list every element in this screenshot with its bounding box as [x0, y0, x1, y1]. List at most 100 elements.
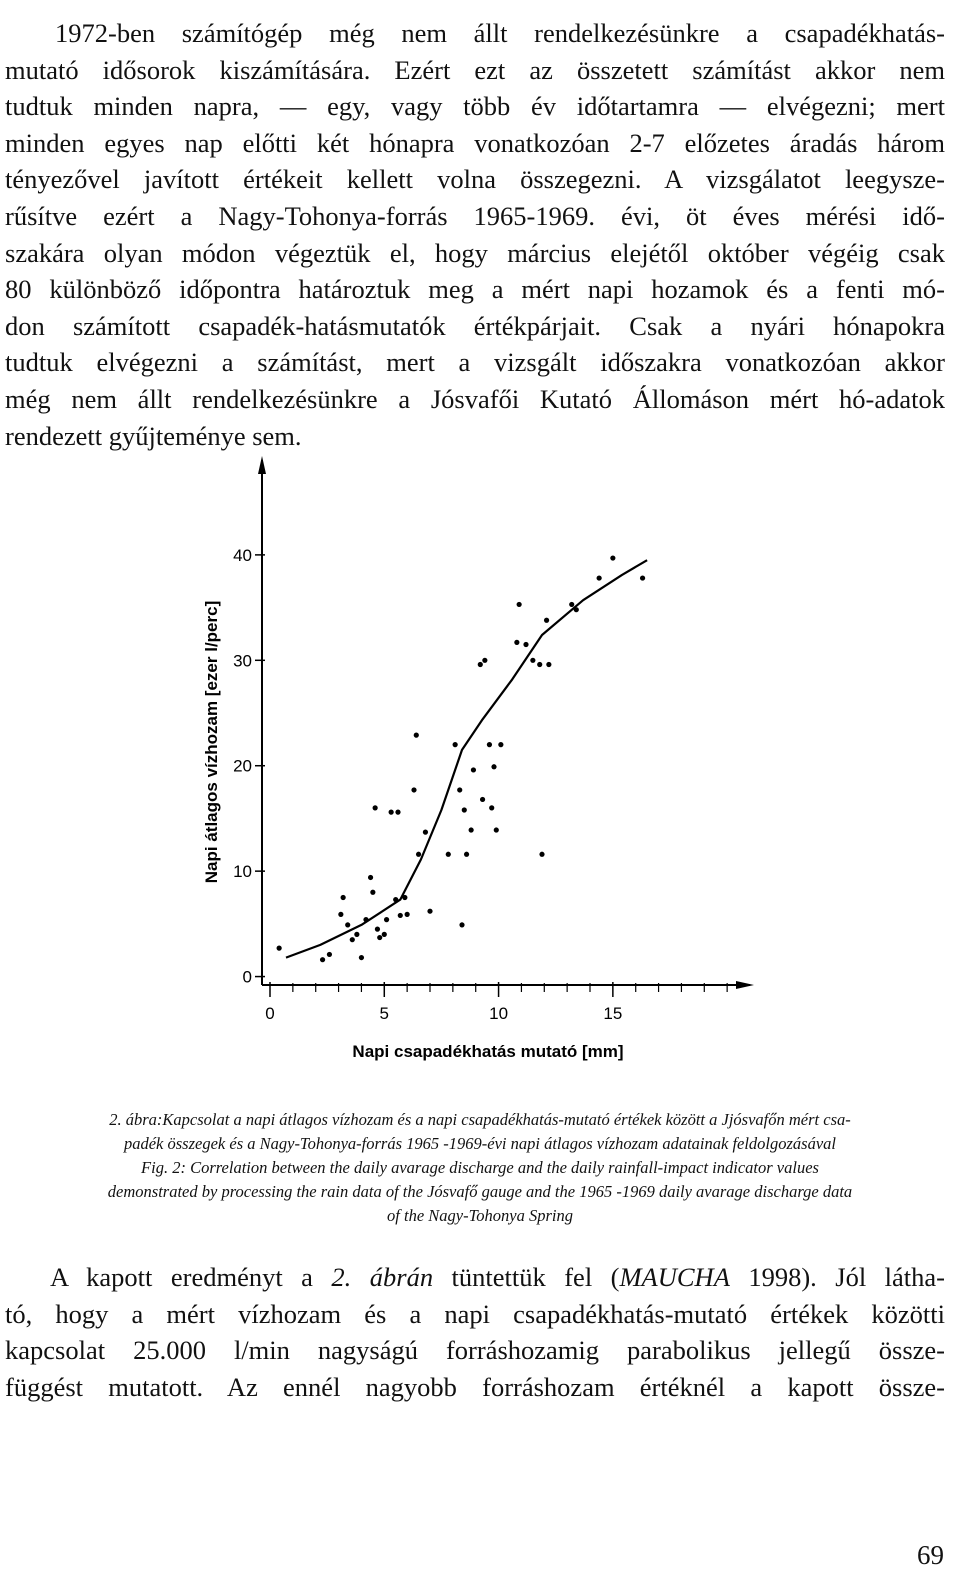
text-line: don számított csapadék-hatásmutatók érté… [5, 310, 945, 341]
y-tick-label: 30 [233, 651, 252, 670]
text-line: A kapott eredményt a 2. ábrán tüntettük … [50, 1262, 945, 1292]
y-tick-label: 10 [233, 862, 252, 881]
caption-line: 2. ábra:Kapcsolat a napi átlagos vízhoza… [109, 1110, 851, 1129]
data-point [402, 894, 408, 901]
x-axis-arrow [736, 981, 754, 989]
data-point [537, 661, 543, 668]
text-line: 80 különböző időpontra határoztuk meg a … [5, 274, 945, 305]
data-point [383, 917, 390, 923]
data-point [363, 917, 369, 923]
data-point [470, 767, 477, 773]
y-axis-arrow [258, 456, 266, 474]
caption-line: padék összegek és a Nagy-Tohonya-forrás … [123, 1134, 837, 1153]
data-point [388, 809, 394, 815]
data-point [319, 957, 326, 963]
fit-curve [285, 559, 648, 959]
data-point [463, 851, 470, 857]
caption-line: of the Nagy-Tohonya Spring [387, 1206, 573, 1225]
data-point [445, 851, 451, 857]
data-point [381, 931, 387, 937]
data-point [338, 911, 344, 917]
text-line: 1972-ben számítógép még nem állt rendelk… [55, 18, 945, 48]
text-line: függést mutatott. Az ennél nagyobb forrá… [5, 1371, 945, 1402]
data-point [543, 617, 550, 623]
data-point [427, 908, 433, 914]
data-point [404, 911, 410, 917]
y-tick-label: 20 [233, 757, 252, 776]
data-point [523, 641, 529, 648]
data-point [596, 575, 602, 581]
caption-line: Fig. 2: Correlation between the daily av… [141, 1158, 819, 1177]
text-line: még nem állt rendelkezésünkre a Jósvafői… [5, 384, 945, 414]
data-point [276, 945, 282, 951]
data-point [411, 787, 417, 793]
data-point [468, 827, 474, 833]
data-point [489, 805, 495, 811]
text-line: kapcsolat 25.000 l/min nagyságú forrásho… [5, 1335, 945, 1366]
x-tick-label: 15 [603, 1004, 622, 1023]
data-point [422, 829, 429, 835]
data-point [374, 926, 381, 932]
data-point [461, 807, 467, 813]
page-number: 69 [917, 1540, 944, 1570]
y-tick-label: 40 [233, 546, 252, 565]
text-line: minden egyes nap előtti két hónapra vona… [5, 127, 945, 158]
data-point [546, 661, 552, 668]
text-line: mutató idősorok kiszámítására. Ezért ezt… [5, 54, 945, 85]
data-point [349, 937, 355, 943]
text-line: szakára olyan módon végeztük el, hogy má… [5, 237, 945, 268]
data-point [516, 601, 522, 608]
data-point [354, 931, 360, 937]
data-point [345, 922, 351, 928]
data-point [573, 607, 579, 613]
figure: 0 10 20 30 40 0 5 10 15 Napi csapadékhatás mutató… [202, 456, 754, 1061]
data-point [370, 889, 376, 895]
data-point [459, 922, 465, 928]
text-run: MAUCHA [619, 1262, 730, 1292]
x-tick-label: 5 [380, 1004, 389, 1023]
y-axis-label: Napi átlagos vízhozam [ezer l/perc] [202, 601, 221, 883]
data-point [395, 809, 401, 815]
data-point [539, 851, 545, 857]
data-point [457, 787, 463, 793]
text-line: tényezővel javított értékeit kellett vol… [5, 164, 945, 195]
data-point [514, 639, 520, 645]
text-line: rendezett gyűjteménye sem. [5, 420, 302, 451]
data-point [452, 742, 458, 748]
text-line: tudtuk minden napra, — egy, vagy több év… [5, 91, 945, 122]
data-point [569, 601, 575, 608]
data-point [530, 657, 536, 663]
data-point [639, 575, 646, 581]
data-point [498, 742, 504, 748]
data-point [486, 742, 493, 748]
x-axis-label: Napi csapadékhatás mutató [mm] [352, 1042, 623, 1061]
text-run: tüntettük fel ( [433, 1262, 620, 1292]
text-line: rűsítve ezért a Nagy-Tohonya-forrás 1965… [5, 201, 945, 231]
y-tick-label: 0 [243, 968, 252, 987]
data-point [367, 874, 374, 881]
data-point [397, 912, 403, 919]
text-run: 2. ábrán [331, 1262, 434, 1292]
caption-line: demonstrated by processing the rain data… [107, 1182, 853, 1201]
data-point [479, 796, 486, 803]
data-point [340, 894, 346, 901]
text-line: tó, hogy a mért vízhozam és a napi csapa… [5, 1298, 945, 1329]
data-point [372, 805, 378, 811]
data-point [610, 555, 616, 561]
data-point [413, 732, 419, 738]
data-point [377, 934, 383, 941]
data-point [477, 661, 483, 668]
text-run: 1998). Jól látha- [729, 1262, 945, 1292]
data-point [482, 657, 488, 663]
data-point [358, 954, 365, 961]
data-point [493, 827, 499, 833]
x-tick-label: 0 [265, 1004, 274, 1023]
data-point [491, 764, 497, 770]
text-run: A kapott eredményt a [50, 1262, 332, 1292]
data-point [393, 897, 399, 903]
data-point [415, 851, 422, 857]
text-line: tudtuk elvégezni a számítást, mert a viz… [5, 347, 945, 378]
x-tick-label: 10 [489, 1004, 508, 1023]
data-point [326, 951, 333, 958]
